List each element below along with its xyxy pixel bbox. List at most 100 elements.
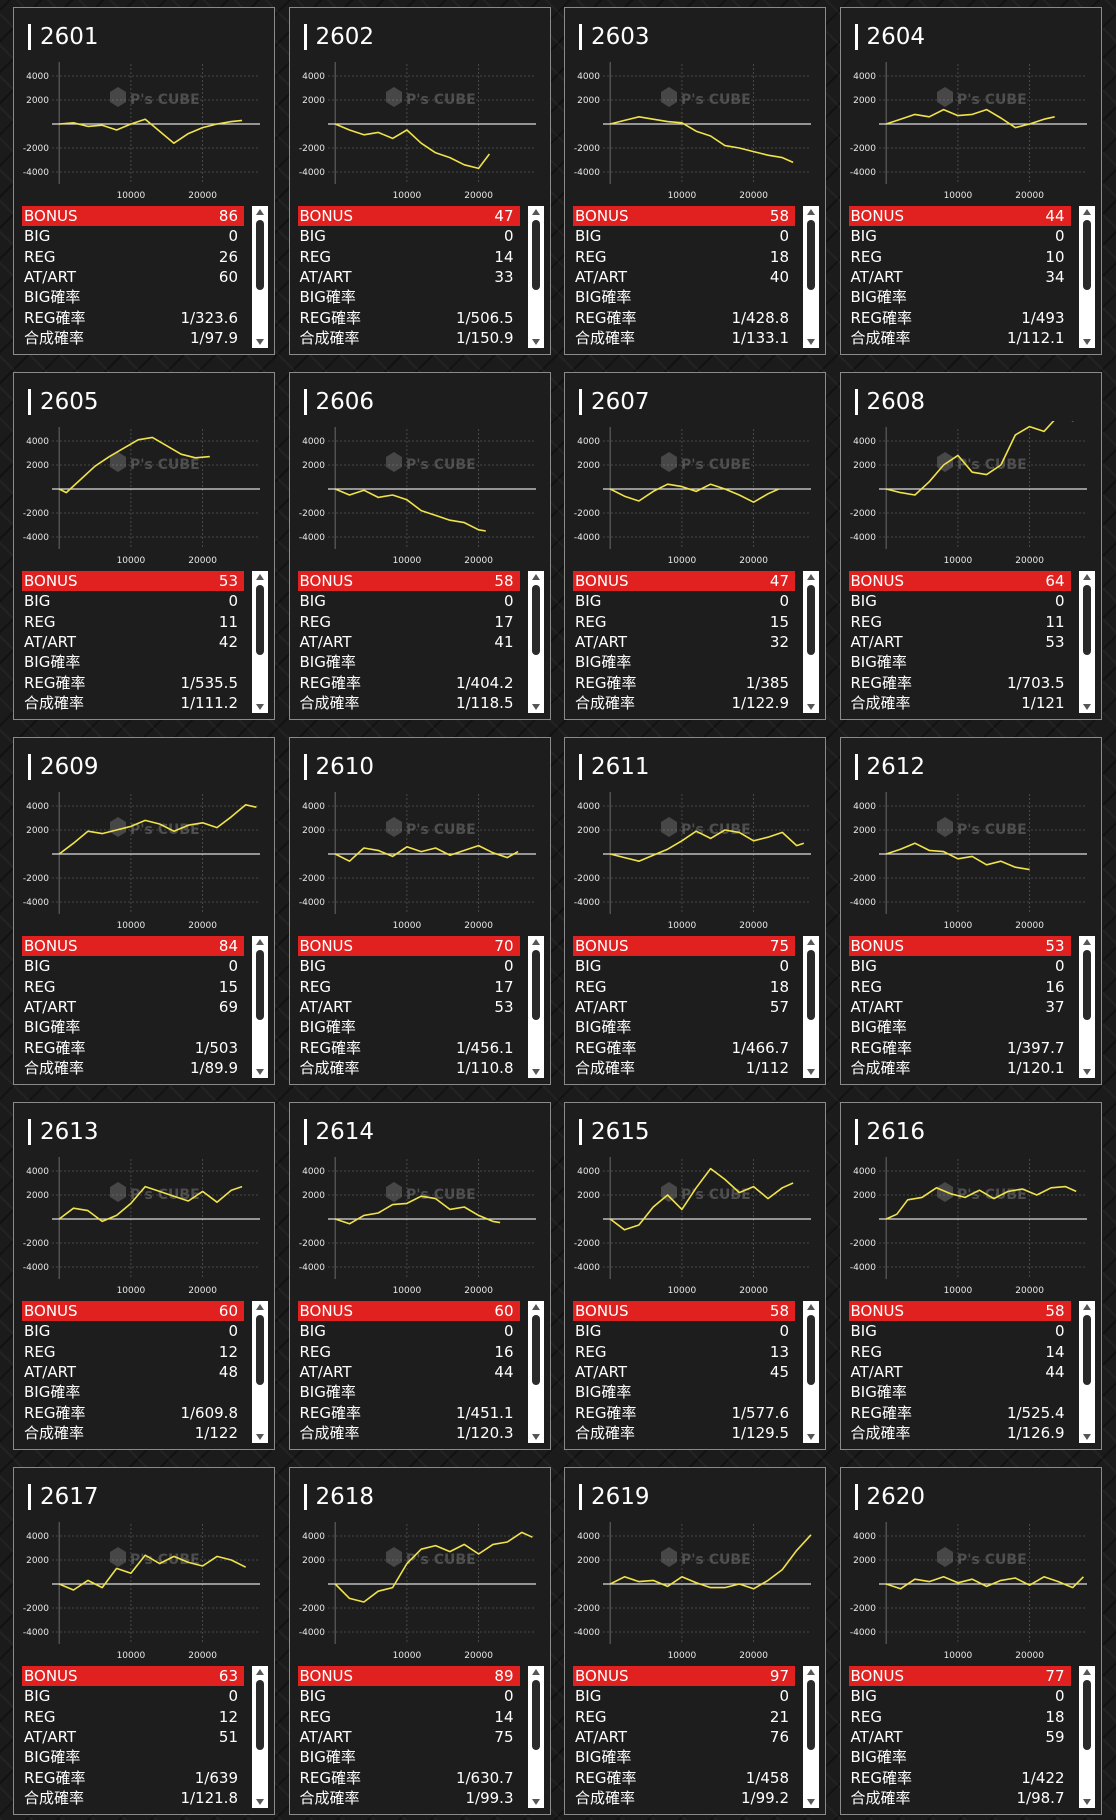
scroll-thumb[interactable] — [1082, 220, 1091, 290]
machine-card-2606[interactable]: 2606 4000 2000 -2000 -4000 10000 20000 P's CUBE… — [288, 372, 551, 720]
scroll-up-arrow-icon[interactable] — [531, 209, 540, 215]
scroll-up-arrow-icon[interactable] — [1082, 939, 1091, 945]
scroll-down-arrow-icon[interactable] — [1082, 1069, 1091, 1075]
scroll-down-arrow-icon[interactable] — [256, 1069, 264, 1075]
scroll-thumb[interactable] — [531, 1315, 540, 1385]
scroll-down-arrow-icon[interactable] — [531, 339, 540, 345]
machine-card-2611[interactable]: 2611 4000 2000 -2000 -4000 10000 20000 P's CUBE… — [564, 737, 826, 1085]
scroll-thumb[interactable] — [807, 585, 815, 655]
scroll-thumb[interactable] — [1082, 950, 1091, 1020]
scroll-thumb[interactable] — [531, 950, 540, 1020]
scroll-thumb[interactable] — [256, 220, 264, 290]
machine-card-2603[interactable]: 2603 4000 2000 -2000 -4000 10000 20000 P's CUBE… — [564, 7, 826, 355]
table-scrollbar[interactable] — [1078, 1666, 1095, 1808]
table-scrollbar[interactable] — [252, 1666, 268, 1808]
machine-card-2616[interactable]: 2616 4000 2000 -2000 -4000 10000 20000 P's CUBE… — [839, 1102, 1102, 1450]
scroll-thumb[interactable] — [256, 1680, 264, 1750]
machine-card-2607[interactable]: 2607 4000 2000 -2000 -4000 10000 20000 P's CUBE… — [564, 372, 826, 720]
scroll-up-arrow-icon[interactable] — [807, 574, 815, 580]
scroll-down-arrow-icon[interactable] — [256, 1799, 264, 1805]
machine-card-2610[interactable]: 2610 4000 2000 -2000 -4000 10000 20000 P's CUBE… — [288, 737, 551, 1085]
scroll-up-arrow-icon[interactable] — [1082, 209, 1091, 215]
scroll-down-arrow-icon[interactable] — [807, 339, 815, 345]
scroll-down-arrow-icon[interactable] — [807, 1434, 815, 1440]
scroll-up-arrow-icon[interactable] — [807, 209, 815, 215]
scroll-down-arrow-icon[interactable] — [807, 704, 815, 710]
table-scrollbar[interactable] — [527, 1666, 544, 1808]
scroll-thumb[interactable] — [1082, 1680, 1091, 1750]
scroll-up-arrow-icon[interactable] — [1082, 1669, 1091, 1675]
table-scrollbar[interactable] — [527, 206, 544, 348]
scroll-up-arrow-icon[interactable] — [807, 1669, 815, 1675]
table-scrollbar[interactable] — [1078, 571, 1095, 713]
scroll-up-arrow-icon[interactable] — [256, 939, 264, 945]
table-scrollbar[interactable] — [803, 206, 819, 348]
scroll-thumb[interactable] — [1082, 585, 1091, 655]
table-scrollbar[interactable] — [527, 1301, 544, 1443]
scroll-up-arrow-icon[interactable] — [531, 1304, 540, 1310]
machine-card-2615[interactable]: 2615 4000 2000 -2000 -4000 10000 20000 P's CUBE… — [564, 1102, 826, 1450]
table-scrollbar[interactable] — [1078, 936, 1095, 1078]
scroll-up-arrow-icon[interactable] — [531, 939, 540, 945]
scroll-up-arrow-icon[interactable] — [531, 1669, 540, 1675]
table-scrollbar[interactable] — [252, 206, 268, 348]
scroll-down-arrow-icon[interactable] — [807, 1799, 815, 1805]
machine-card-2614[interactable]: 2614 4000 2000 -2000 -4000 10000 20000 P's CUBE… — [288, 1102, 551, 1450]
scroll-up-arrow-icon[interactable] — [1082, 1304, 1091, 1310]
scroll-up-arrow-icon[interactable] — [256, 1304, 264, 1310]
machine-card-2608[interactable]: 2608 4000 2000 -2000 -4000 10000 20000 P's CUBE… — [839, 372, 1102, 720]
scroll-down-arrow-icon[interactable] — [1082, 1799, 1091, 1805]
machine-card-2619[interactable]: 2619 4000 2000 -2000 -4000 10000 20000 P's CUBE… — [564, 1467, 826, 1815]
machine-card-2612[interactable]: 2612 4000 2000 -2000 -4000 10000 20000 P's CUBE… — [839, 737, 1102, 1085]
scroll-thumb[interactable] — [531, 220, 540, 290]
scroll-up-arrow-icon[interactable] — [1082, 574, 1091, 580]
table-scrollbar[interactable] — [1078, 206, 1095, 348]
table-scrollbar[interactable] — [527, 571, 544, 713]
table-scrollbar[interactable] — [252, 1301, 268, 1443]
scroll-down-arrow-icon[interactable] — [1082, 1434, 1091, 1440]
scroll-thumb[interactable] — [1082, 1315, 1091, 1385]
scroll-thumb[interactable] — [807, 220, 815, 290]
scroll-down-arrow-icon[interactable] — [1082, 339, 1091, 345]
machine-card-2604[interactable]: 2604 4000 2000 -2000 -4000 10000 20000 P's CUBE… — [839, 7, 1102, 355]
scroll-down-arrow-icon[interactable] — [531, 1799, 540, 1805]
machine-card-2605[interactable]: 2605 4000 2000 -2000 -4000 10000 20000 P's CUBE… — [13, 372, 275, 720]
scroll-down-arrow-icon[interactable] — [807, 1069, 815, 1075]
scroll-up-arrow-icon[interactable] — [256, 574, 264, 580]
machine-card-2618[interactable]: 2618 4000 2000 -2000 -4000 10000 20000 P's CUBE… — [288, 1467, 551, 1815]
machine-card-2601[interactable]: 2601 4000 2000 -2000 -4000 10000 20000 P's CUBE… — [13, 7, 275, 355]
scroll-up-arrow-icon[interactable] — [807, 1304, 815, 1310]
table-scrollbar[interactable] — [803, 1301, 819, 1443]
scroll-down-arrow-icon[interactable] — [1082, 704, 1091, 710]
scroll-down-arrow-icon[interactable] — [256, 1434, 264, 1440]
scroll-up-arrow-icon[interactable] — [531, 574, 540, 580]
scroll-thumb[interactable] — [807, 950, 815, 1020]
machine-card-2620[interactable]: 2620 4000 2000 -2000 -4000 10000 20000 P's CUBE… — [839, 1467, 1102, 1815]
table-scrollbar[interactable] — [803, 571, 819, 713]
machine-card-2602[interactable]: 2602 4000 2000 -2000 -4000 10000 20000 P's CUBE… — [288, 7, 551, 355]
scroll-down-arrow-icon[interactable] — [531, 1434, 540, 1440]
scroll-up-arrow-icon[interactable] — [256, 1669, 264, 1675]
table-scrollbar[interactable] — [1078, 1301, 1095, 1443]
scroll-up-arrow-icon[interactable] — [807, 939, 815, 945]
scroll-thumb[interactable] — [256, 950, 264, 1020]
scroll-thumb[interactable] — [807, 1680, 815, 1750]
machine-card-2617[interactable]: 2617 4000 2000 -2000 -4000 10000 20000 P's CUBE… — [13, 1467, 275, 1815]
table-scrollbar[interactable] — [252, 571, 268, 713]
scroll-thumb[interactable] — [256, 585, 264, 655]
scroll-thumb[interactable] — [807, 1315, 815, 1385]
machine-card-2609[interactable]: 2609 4000 2000 -2000 -4000 10000 20000 P's CUBE… — [13, 737, 275, 1085]
table-scrollbar[interactable] — [803, 936, 819, 1078]
scroll-down-arrow-icon[interactable] — [256, 339, 264, 345]
table-scrollbar[interactable] — [252, 936, 268, 1078]
scroll-thumb[interactable] — [531, 1680, 540, 1750]
table-scrollbar[interactable] — [527, 936, 544, 1078]
scroll-thumb[interactable] — [531, 585, 540, 655]
scroll-down-arrow-icon[interactable] — [531, 704, 540, 710]
scroll-thumb[interactable] — [256, 1315, 264, 1385]
table-scrollbar[interactable] — [803, 1666, 819, 1808]
scroll-up-arrow-icon[interactable] — [256, 209, 264, 215]
machine-card-2613[interactable]: 2613 4000 2000 -2000 -4000 10000 20000 P's CUBE… — [13, 1102, 275, 1450]
scroll-down-arrow-icon[interactable] — [256, 704, 264, 710]
scroll-down-arrow-icon[interactable] — [531, 1069, 540, 1075]
